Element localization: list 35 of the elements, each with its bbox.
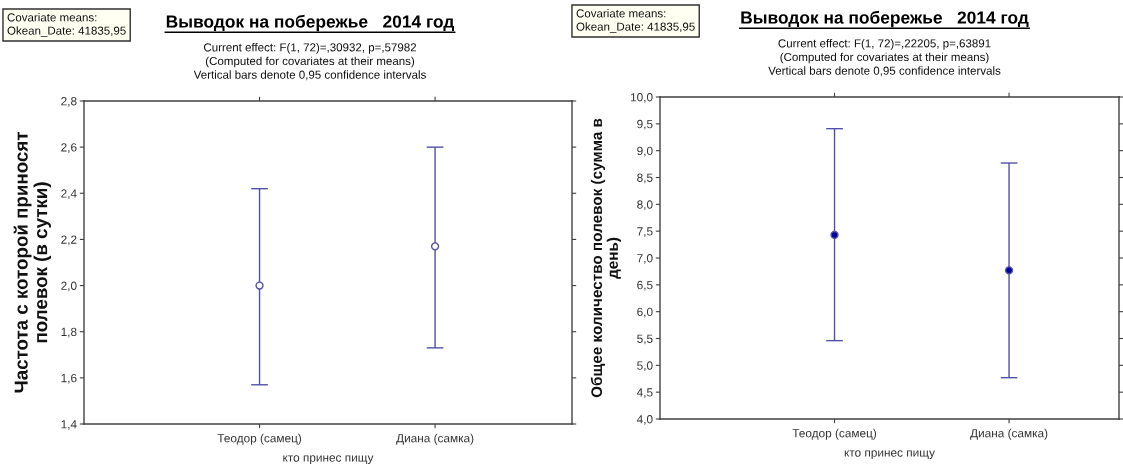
y-axis-title: Частота с которой приносят полевок (в сутки) [13,132,51,393]
y-tick-label: 6,5 [637,280,653,291]
x-tick-label: Теодор (самец) [792,428,877,440]
y-tick-label: 8,0 [637,200,653,211]
y-tick-label: 8,5 [637,173,653,184]
text: Covariate means: Okean_Date: 41835,95 [576,9,695,33]
y-tick-label: 2,6 [61,143,77,153]
y-tick-label: 5,0 [637,361,653,372]
chart-title: Выводок на побережье 2014 год [166,14,455,32]
y-tick-label: 1,6 [61,373,77,384]
y-tick-label: 9,0 [637,146,653,157]
chart-subtitle: Current effect: F(1, 72)=,30932, p=,57982 (Computed for covariates at their means) Vertical bars denote 0,95 confidence intervals [193,42,426,81]
y-tick-label: 4,0 [636,415,653,425]
x-tick-label: Теодор (самец) [217,433,302,445]
y-tick-label: 6,0 [637,307,653,318]
y-tick-label: 9,5 [637,119,653,130]
y-tick-label: 7,5 [637,227,653,237]
y-tick-label: 7,0 [637,254,653,264]
x-axis-title: кто принес пищу [283,455,374,465]
y-tick-label: 2,4 [61,189,77,200]
y-tick-label: 4,5 [636,388,653,398]
chart-subtitle: Current effect: F(1, 72)=,22205, p=,63891 (Computed for covariates at their means) Vertical bars denote 0,95 confidence intervals [768,38,1001,77]
y-tick-label: 1,4 [61,420,77,430]
x-axis-title: кто принес пищу [844,450,935,460]
y-tick-label: 2,8 [61,97,77,107]
y-axis-title: Общее количество полевок (сумма в день) [590,118,621,398]
text: Covariate means: Okean_Date: 41835,95 [7,13,126,37]
y-tick-label: 1,8 [61,327,77,338]
y-tick-label: 2,2 [61,235,77,246]
x-tick-label: Диана (самка) [970,428,1048,440]
y-tick-label: 10,0 [630,93,653,103]
y-tick-label: 5,5 [637,334,653,345]
y-tick-label: 2,0 [61,281,77,292]
x-tick-label: Диана (самка) [396,433,474,445]
chart-title: Выводок на побережье 2014 год [741,10,1029,28]
